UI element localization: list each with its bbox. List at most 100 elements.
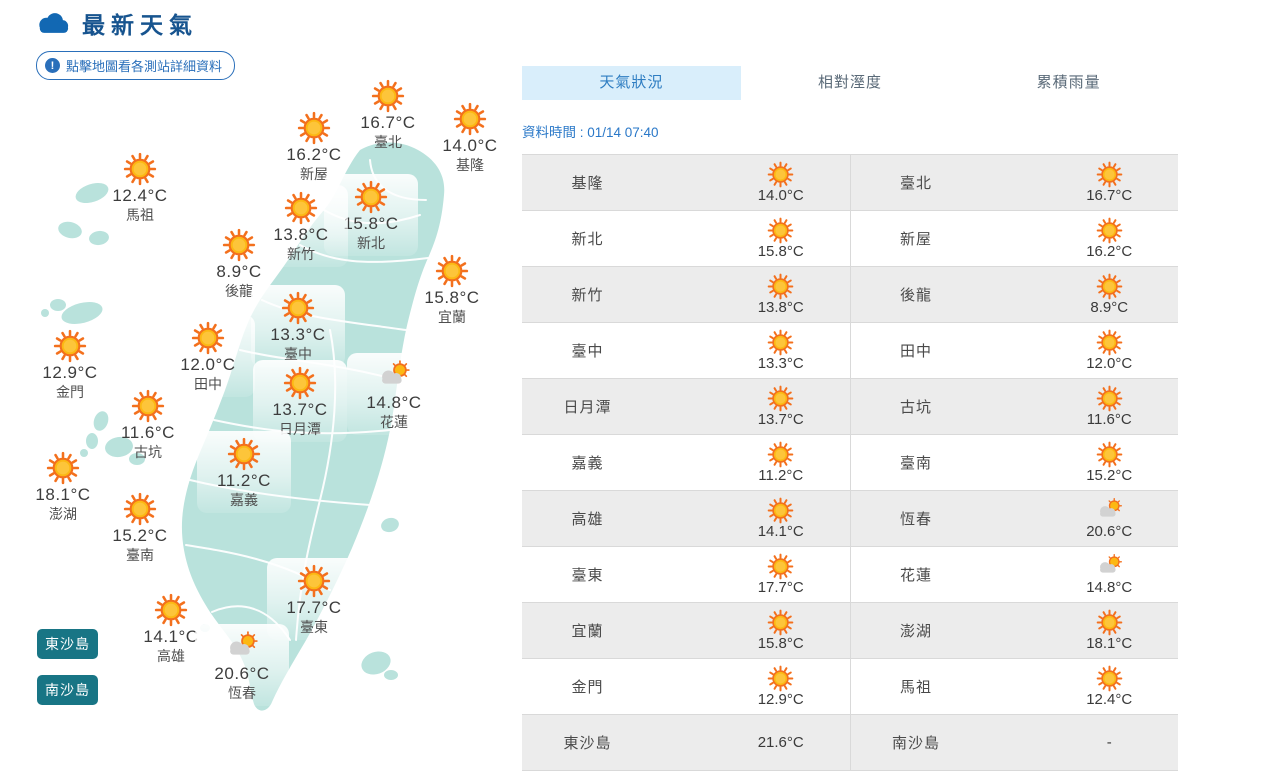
map-station-sun-moon-lake[interactable]: 13.7°C 日月潭 — [253, 360, 347, 442]
cell-station-name: 新北 — [571, 231, 604, 248]
tab-weather-status[interactable]: 天氣狀況 — [522, 66, 741, 100]
station-cell-xinwu: 新屋 16.2°C — [849, 211, 1179, 266]
sunny-icon — [1096, 609, 1123, 636]
cell-temperature: - — [1106, 734, 1112, 751]
map-station-keelung[interactable]: 14.0°C 基隆 — [433, 102, 507, 174]
map-station-houlong[interactable]: 8.9°C 後龍 — [202, 228, 276, 300]
station-name: 花蓮 — [380, 414, 408, 430]
cell-temperature: 14.0°C — [757, 187, 804, 204]
station-cell-yilan: 宜蘭 15.8°C — [522, 603, 850, 658]
station-name: 臺東 — [300, 619, 328, 635]
station-cell-chiayi: 嘉義 11.2°C — [522, 435, 850, 490]
station-name: 基隆 — [456, 157, 484, 173]
station-cell-hengchun: 恆春 20.6°C — [849, 491, 1179, 546]
map-station-yilan[interactable]: 15.8°C 宜蘭 — [415, 254, 489, 326]
cell-temperature: 15.2°C — [1086, 467, 1133, 484]
station-temperature: 12.4°C — [112, 186, 168, 205]
partly-cloudy-icon — [377, 359, 411, 393]
page-title: 最新天氣 — [82, 12, 198, 38]
map-station-chiayi[interactable]: 11.2°C 嘉義 — [197, 431, 291, 513]
sunny-icon — [1096, 385, 1123, 412]
station-cell-gukeng: 古坑 11.6°C — [849, 379, 1179, 434]
map-station-hsinchu[interactable]: 13.8°C 新竹 — [254, 185, 348, 267]
sunny-icon — [297, 111, 331, 145]
map-station-xinwu[interactable]: 16.2°C 新屋 — [277, 111, 351, 183]
cell-temperature: 11.6°C — [1086, 411, 1132, 428]
cell-station-name: 澎湖 — [899, 623, 932, 640]
station-temperature: 11.6°C — [121, 423, 175, 442]
sunny-icon — [371, 79, 405, 113]
sunny-icon — [53, 329, 87, 363]
map-station-kaohsiung[interactable]: 14.1°C 高雄 — [134, 593, 208, 665]
map-station-hengchun[interactable]: 20.6°C 恆春 — [195, 624, 289, 706]
taiwan-map[interactable]: 16.7°C 臺北 14.0°C 基隆 16.2°C 新屋 12.4°C 馬祖 15.8°C 新北… — [0, 0, 520, 776]
table-row: 新北 15.8°C 新屋 16.2°C — [522, 210, 1178, 266]
cell-temperature: 18.1°C — [1086, 635, 1133, 652]
cell-weather: 13.3°C — [712, 329, 850, 372]
station-temperature: 17.7°C — [286, 598, 342, 617]
station-temperature: 14.0°C — [442, 136, 498, 155]
station-name: 古坑 — [134, 444, 162, 460]
panel-tabs: 天氣狀況 相對溼度 累積雨量 — [522, 66, 1178, 100]
tab-relative-humidity[interactable]: 相對溼度 — [818, 74, 883, 91]
cell-weather: 16.7°C — [1040, 161, 1178, 204]
station-temperature: 16.2°C — [286, 145, 342, 164]
cell-weather: 12.9°C — [712, 665, 850, 708]
cell-temperature: 20.6°C — [1086, 523, 1133, 540]
sunny-icon — [284, 191, 318, 225]
outer-island-buttons: 東沙島 南沙島 — [37, 629, 98, 705]
table-row: 日月潭 13.7°C 古坑 11.6°C — [522, 378, 1178, 434]
sunny-icon — [767, 665, 794, 692]
tab-accumulated-rainfall[interactable]: 累積雨量 — [1036, 74, 1101, 91]
table-row: 新竹 13.8°C 後龍 8.9°C — [522, 266, 1178, 322]
cell-weather: 11.2°C — [712, 441, 850, 484]
cell-station-name: 恆春 — [899, 511, 932, 528]
station-name: 高雄 — [157, 648, 185, 664]
sunny-icon — [767, 217, 794, 244]
station-temperature: 8.9°C — [216, 262, 262, 281]
data-time: 資料時間 : 01/14 07:40 — [522, 125, 659, 140]
dongsha-island-button[interactable]: 東沙島 — [37, 629, 98, 659]
map-station-tainan[interactable]: 15.2°C 臺南 — [103, 492, 177, 564]
station-temperature: 13.8°C — [273, 225, 329, 244]
map-station-gukeng[interactable]: 11.6°C 古坑 — [111, 389, 185, 461]
cell-temperature: 13.7°C — [757, 411, 804, 428]
sunny-icon — [281, 291, 315, 325]
map-station-hualien[interactable]: 14.8°C 花蓮 — [347, 353, 441, 435]
map-station-penghu[interactable]: 18.1°C 澎湖 — [26, 451, 100, 523]
station-name: 恆春 — [228, 685, 256, 701]
station-cell-houlong: 後龍 8.9°C — [849, 267, 1179, 322]
station-name: 臺中 — [284, 346, 312, 362]
cell-temperature: 13.3°C — [757, 355, 804, 372]
station-temperature: 18.1°C — [35, 485, 91, 504]
station-temperature: 15.8°C — [424, 288, 480, 307]
map-station-tianzhong[interactable]: 12.0°C 田中 — [161, 315, 255, 397]
station-name: 金門 — [56, 384, 84, 400]
cell-station-name: 高雄 — [571, 511, 604, 528]
station-name: 後龍 — [225, 283, 253, 299]
sunny-icon — [283, 366, 317, 400]
cell-weather: 14.8°C — [1040, 553, 1178, 596]
sunny-icon — [46, 451, 80, 485]
station-cell-hualien: 花蓮 14.8°C — [849, 547, 1179, 602]
map-station-matsu[interactable]: 12.4°C 馬祖 — [103, 152, 177, 224]
station-name: 馬祖 — [126, 207, 154, 223]
cell-station-name: 新竹 — [571, 287, 604, 304]
cell-station-name: 臺東 — [571, 567, 604, 584]
weather-table: 基隆 14.0°C 臺北 16.7°C 新北 15.8°C 新屋 16.2°C 新竹 13.8°C… — [522, 154, 1178, 771]
sunny-icon — [1096, 273, 1123, 300]
nansha-island-button[interactable]: 南沙島 — [37, 675, 98, 705]
cell-station-name: 嘉義 — [571, 455, 604, 472]
station-cell-penghu: 澎湖 18.1°C — [849, 603, 1179, 658]
sunny-icon — [354, 180, 388, 214]
table-row: 高雄 14.1°C 恆春 20.6°C — [522, 490, 1178, 546]
sunny-icon — [131, 389, 165, 423]
station-temperature: 13.3°C — [270, 325, 326, 344]
map-station-taichung[interactable]: 13.3°C 臺中 — [251, 285, 345, 367]
map-station-taipei[interactable]: 16.7°C 臺北 — [351, 79, 425, 151]
map-station-kinmen[interactable]: 12.9°C 金門 — [33, 329, 107, 401]
station-temperature: 12.0°C — [180, 355, 236, 374]
cell-temperature: 16.2°C — [1086, 243, 1133, 260]
station-temperature: 14.1°C — [143, 627, 199, 646]
sunny-icon — [767, 553, 794, 580]
